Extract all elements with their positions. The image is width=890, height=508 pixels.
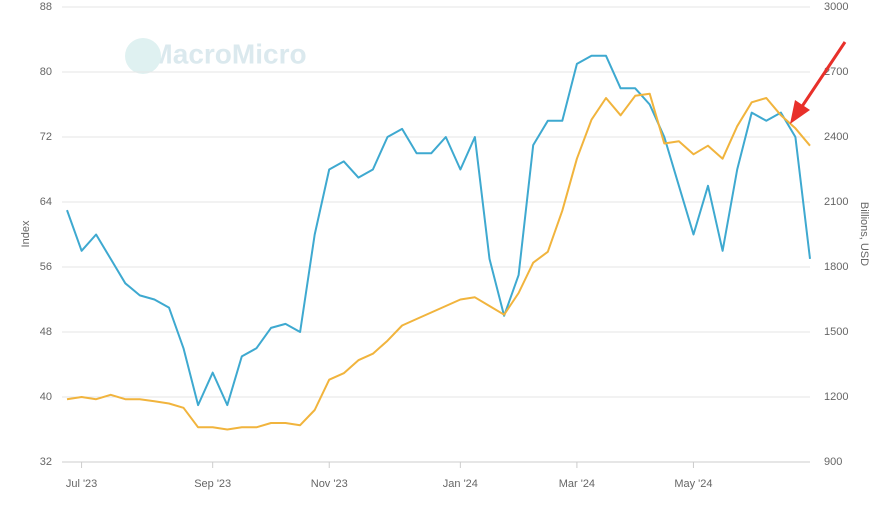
y-tick-label: 80: [40, 66, 52, 78]
watermark: MacroMicro: [149, 38, 306, 69]
x-tick-label: Jul '23: [66, 478, 97, 490]
series-line: [66, 54, 811, 407]
y2-tick-label: 2100: [824, 196, 848, 208]
y2-tick-label: 1200: [824, 391, 848, 403]
y2-axis-label: Billions, USD: [858, 202, 870, 266]
y-tick-label: 32: [40, 456, 52, 468]
y2-tick-label: 3000: [824, 1, 848, 13]
y2-tick-label: 1500: [824, 326, 848, 338]
x-tick-label: May '24: [674, 478, 712, 490]
y-tick-label: 40: [40, 391, 52, 403]
y-tick-label: 88: [40, 1, 52, 13]
y-tick-label: 72: [40, 131, 52, 143]
y2-tick-label: 1800: [824, 261, 848, 273]
x-tick-label: Sep '23: [194, 478, 231, 490]
x-tick-label: Nov '23: [311, 478, 348, 490]
annotation-arrow: [790, 41, 847, 124]
y-axis-label: Index: [20, 220, 32, 247]
series-line: [66, 92, 811, 431]
x-tick-label: Mar '24: [559, 478, 595, 490]
x-tick-label: Jan '24: [443, 478, 478, 490]
y2-tick-label: 2700: [824, 66, 848, 78]
y-tick-label: 64: [40, 196, 52, 208]
y2-tick-label: 900: [824, 456, 842, 468]
watermark-logo: [125, 38, 161, 74]
y2-tick-label: 2400: [824, 131, 848, 143]
y-tick-label: 48: [40, 326, 52, 338]
y-tick-label: 56: [40, 261, 52, 273]
